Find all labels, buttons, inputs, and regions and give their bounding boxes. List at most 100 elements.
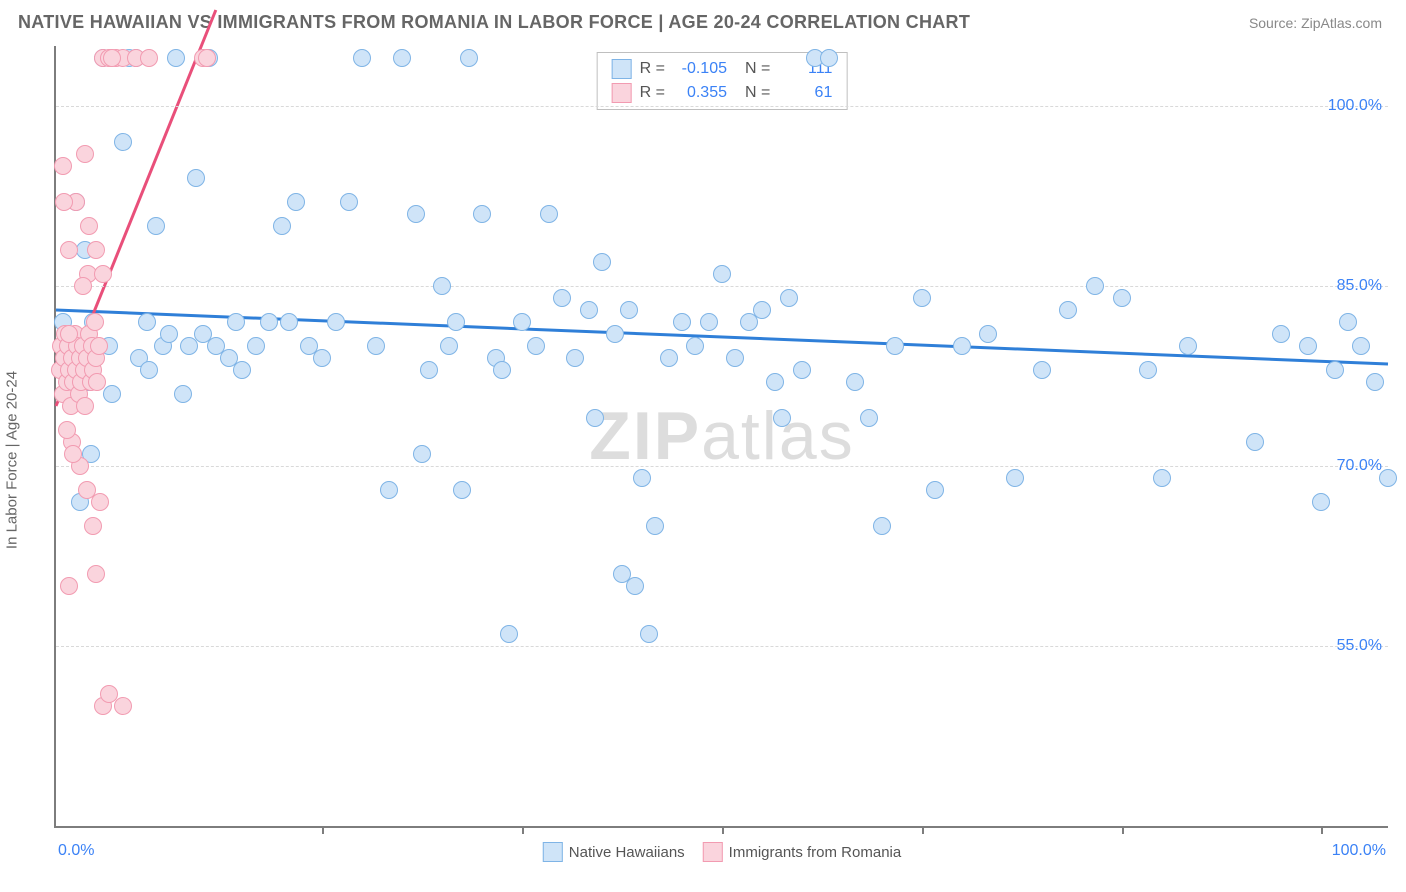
chart-title: NATIVE HAWAIIAN VS IMMIGRANTS FROM ROMAN…: [18, 12, 970, 33]
scatter-point: [493, 361, 511, 379]
scatter-point: [140, 361, 158, 379]
scatter-point: [60, 241, 78, 259]
scatter-point: [953, 337, 971, 355]
scatter-point: [580, 301, 598, 319]
scatter-point: [114, 697, 132, 715]
scatter-point: [103, 385, 121, 403]
series-legend: Native HawaiiansImmigrants from Romania: [543, 842, 901, 862]
scatter-point: [1339, 313, 1357, 331]
scatter-point: [54, 157, 72, 175]
scatter-point: [686, 337, 704, 355]
scatter-point: [94, 265, 112, 283]
scatter-point: [1059, 301, 1077, 319]
scatter-point: [673, 313, 691, 331]
legend-swatch: [612, 59, 632, 79]
x-tick: [1122, 826, 1124, 834]
y-axis-label: In Labor Force | Age 20-24: [4, 371, 21, 549]
legend-r-value: -0.105: [673, 60, 727, 78]
scatter-point: [846, 373, 864, 391]
y-tick-label: 70.0%: [1337, 457, 1382, 475]
scatter-point: [147, 217, 165, 235]
scatter-point: [453, 481, 471, 499]
scatter-point: [114, 133, 132, 151]
scatter-point: [753, 301, 771, 319]
scatter-point: [55, 193, 73, 211]
scatter-point: [886, 337, 904, 355]
scatter-point: [586, 409, 604, 427]
x-tick: [322, 826, 324, 834]
watermark: ZIPatlas: [589, 397, 854, 475]
scatter-point: [640, 625, 658, 643]
scatter-point: [58, 421, 76, 439]
scatter-point: [793, 361, 811, 379]
scatter-point: [1179, 337, 1197, 355]
scatter-point: [766, 373, 784, 391]
gridline: [56, 286, 1388, 287]
legend-r-value: 0.355: [673, 84, 727, 102]
scatter-point: [773, 409, 791, 427]
scatter-point: [1139, 361, 1157, 379]
scatter-point: [140, 49, 158, 67]
scatter-point: [1379, 469, 1397, 487]
scatter-point: [260, 313, 278, 331]
scatter-point: [1246, 433, 1264, 451]
gridline: [56, 646, 1388, 647]
scatter-point: [1272, 325, 1290, 343]
scatter-point: [527, 337, 545, 355]
scatter-point: [513, 313, 531, 331]
scatter-point: [87, 565, 105, 583]
scatter-point: [979, 325, 997, 343]
scatter-point: [60, 325, 78, 343]
scatter-point: [500, 625, 518, 643]
x-tick: [922, 826, 924, 834]
scatter-point: [273, 217, 291, 235]
scatter-point: [91, 493, 109, 511]
scatter-point: [174, 385, 192, 403]
scatter-point: [84, 517, 102, 535]
scatter-point: [700, 313, 718, 331]
source-attribution: Source: ZipAtlas.com: [1249, 15, 1382, 31]
scatter-point: [1352, 337, 1370, 355]
scatter-point: [1326, 361, 1344, 379]
scatter-point: [860, 409, 878, 427]
legend-swatch: [543, 842, 563, 862]
source-link[interactable]: ZipAtlas.com: [1301, 15, 1382, 31]
scatter-point: [327, 313, 345, 331]
legend-row: R =0.355N =61: [612, 81, 833, 105]
scatter-point: [103, 49, 121, 67]
legend-swatch: [612, 83, 632, 103]
scatter-point: [74, 277, 92, 295]
legend-n-value: 61: [778, 84, 832, 102]
x-max-label: 100.0%: [1332, 842, 1386, 860]
scatter-point: [86, 313, 104, 331]
scatter-point: [1033, 361, 1051, 379]
series-legend-label: Native Hawaiians: [569, 844, 685, 861]
scatter-point: [233, 361, 251, 379]
scatter-point: [280, 313, 298, 331]
series-legend-item: Native Hawaiians: [543, 842, 685, 862]
scatter-point: [1366, 373, 1384, 391]
scatter-point: [553, 289, 571, 307]
scatter-point: [473, 205, 491, 223]
scatter-point: [713, 265, 731, 283]
scatter-point: [873, 517, 891, 535]
scatter-point: [620, 301, 638, 319]
legend-row: R =-0.105N =111: [612, 57, 833, 81]
scatter-point: [90, 337, 108, 355]
scatter-point: [606, 325, 624, 343]
scatter-point: [138, 313, 156, 331]
scatter-point: [313, 349, 331, 367]
scatter-point: [593, 253, 611, 271]
scatter-point: [1312, 493, 1330, 511]
scatter-point: [76, 397, 94, 415]
scatter-point: [80, 217, 98, 235]
scatter-point: [447, 313, 465, 331]
chart-container: In Labor Force | Age 20-24 ZIPatlas R =-…: [18, 46, 1388, 874]
gridline: [56, 466, 1388, 467]
trend-lines-layer: [56, 46, 1388, 826]
scatter-point: [540, 205, 558, 223]
watermark-bold: ZIP: [589, 398, 701, 474]
scatter-point: [247, 337, 265, 355]
scatter-point: [433, 277, 451, 295]
scatter-point: [913, 289, 931, 307]
